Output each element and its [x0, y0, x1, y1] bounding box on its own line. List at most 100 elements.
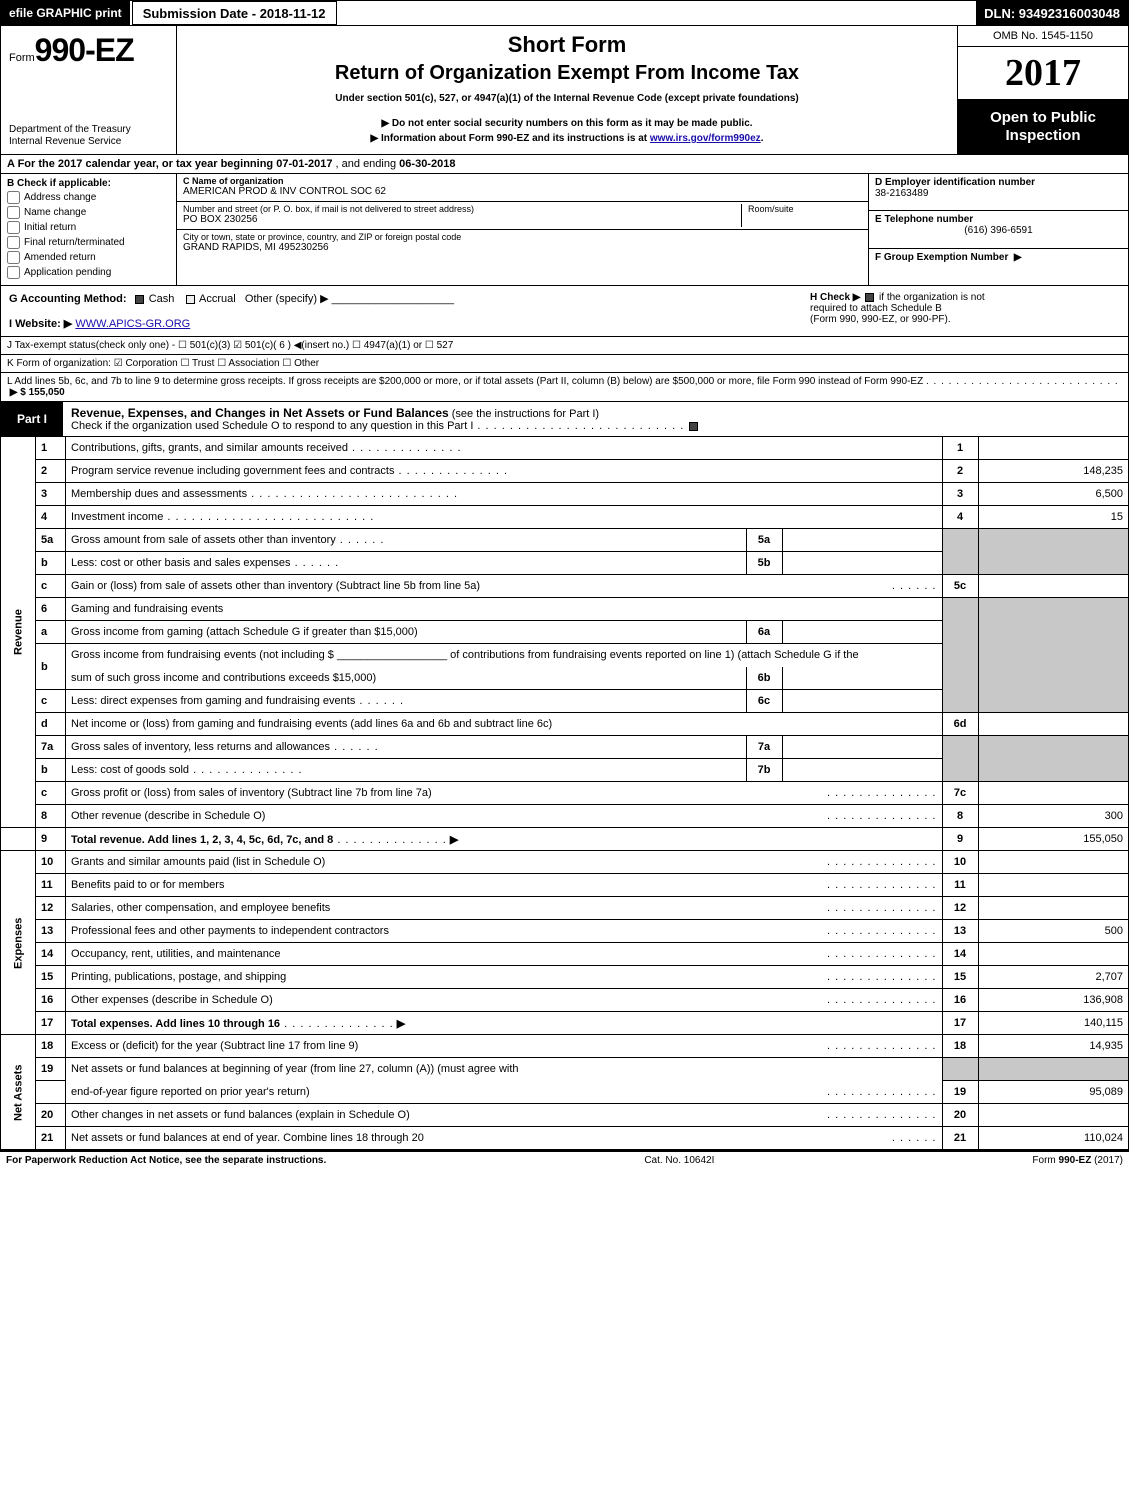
r11-text: Benefits paid to or for members — [71, 879, 224, 891]
part1-title: Revenue, Expenses, and Changes in Net As… — [63, 402, 1128, 436]
r6c-desc: Less: direct expenses from gaming and fu… — [66, 690, 747, 713]
line-k-form-org: K Form of organization: ☑ Corporation ☐ … — [1, 354, 1128, 372]
r8-text: Other revenue (describe in Schedule O) — [71, 810, 265, 822]
part1-table: Revenue 1 Contributions, gifts, grants, … — [1, 436, 1128, 1150]
r13-desc: Professional fees and other payments to … — [66, 920, 943, 943]
omb-number: OMB No. 1545-1150 — [958, 26, 1128, 47]
block-b-checkboxes: B Check if applicable: Address change Na… — [1, 174, 177, 285]
r2-val: 148,235 — [978, 460, 1128, 483]
chk-final-return[interactable]: Final return/terminated — [7, 236, 170, 249]
lineG-accrual: Accrual — [199, 293, 236, 305]
street-label: Number and street (or P. O. box, if mail… — [183, 204, 735, 214]
part1-header: Part I Revenue, Expenses, and Changes in… — [1, 401, 1128, 436]
lineH-tail2: required to attach Schedule B — [810, 303, 942, 314]
r5c-num: c — [36, 575, 66, 598]
line-j-tax-exempt: J Tax-exempt status(check only one) - ☐ … — [1, 336, 1128, 354]
lineL-amount: ▶ $ 155,050 — [10, 387, 65, 398]
r3-num: 3 — [36, 483, 66, 506]
r6d-val — [978, 713, 1128, 736]
chk-accrual[interactable] — [186, 295, 195, 304]
submission-date-chip: Submission Date - 2018-11-12 — [132, 1, 337, 25]
city-cell: City or town, state or province, country… — [177, 230, 868, 258]
r19-ln: 19 — [942, 1081, 978, 1104]
r7c-num: c — [36, 782, 66, 805]
r3-text: Membership dues and assessments — [71, 488, 247, 500]
r15-text: Printing, publications, postage, and shi… — [71, 971, 286, 983]
shade-7ab — [942, 736, 978, 782]
r3-ln: 3 — [942, 483, 978, 506]
instructions-link[interactable]: www.irs.gov/form990ez — [650, 133, 761, 144]
subtitle: Under section 501(c), 527, or 4947(a)(1)… — [187, 93, 947, 104]
r1-text: Contributions, gifts, grants, and simila… — [71, 442, 348, 454]
shade-5ab-v — [978, 529, 1128, 575]
r15-num: 15 — [36, 966, 66, 989]
department-block: Department of the Treasury Internal Reve… — [9, 124, 168, 148]
r6-num: 6 — [36, 598, 66, 621]
r15-desc: Printing, publications, postage, and shi… — [66, 966, 943, 989]
footer-right-bold: 990-EZ — [1059, 1155, 1092, 1166]
r6a-sv — [782, 621, 942, 644]
r9-desc: Total revenue. Add lines 1, 2, 3, 4, 5c,… — [66, 828, 943, 851]
r4-num: 4 — [36, 506, 66, 529]
arrow-line-2: ▶ Information about Form 990-EZ and its … — [187, 131, 947, 146]
r2-num: 2 — [36, 460, 66, 483]
r17-val: 140,115 — [978, 1012, 1128, 1035]
r6b-num: b — [36, 644, 66, 690]
chk-initial-return-label: Initial return — [24, 222, 76, 233]
r5b-text: Less: cost or other basis and sales expe… — [71, 557, 291, 569]
r13-num: 13 — [36, 920, 66, 943]
r12-desc: Salaries, other compensation, and employ… — [66, 897, 943, 920]
group-exemption-label: F Group Exemption Number — [875, 252, 1008, 263]
chk-application-pending[interactable]: Application pending — [7, 266, 170, 279]
r6d-num: d — [36, 713, 66, 736]
r6b-text1: Gross income from fundraising events (no… — [71, 649, 337, 661]
line-a-calendar-year: A For the 2017 calendar year, or tax yea… — [1, 154, 1128, 173]
r21-text: Net assets or fund balances at end of ye… — [71, 1132, 424, 1144]
r7b-num: b — [36, 759, 66, 782]
form-number: Form990-EZ — [9, 32, 168, 69]
r6c-text: Less: direct expenses from gaming and fu… — [71, 695, 355, 707]
lineG-other: Other (specify) ▶ — [245, 293, 329, 305]
r5b-sub: 5b — [746, 552, 782, 575]
r7b-sub: 7b — [746, 759, 782, 782]
form-990ez-page: efile GRAPHIC print Submission Date - 20… — [0, 0, 1129, 1151]
shade-19-v — [978, 1058, 1128, 1081]
org-name-cell: C Name of organization AMERICAN PROD & I… — [177, 174, 868, 202]
part1-title-rest: (see the instructions for Part I) — [449, 408, 599, 420]
shade-5ab — [942, 529, 978, 575]
website-link[interactable]: WWW.APICS-GR.ORG — [75, 318, 190, 330]
r10-desc: Grants and similar amounts paid (list in… — [66, 851, 943, 874]
r5b-desc: Less: cost or other basis and sales expe… — [66, 552, 747, 575]
r5b-num: b — [36, 552, 66, 575]
chk-schedule-o[interactable] — [689, 422, 698, 431]
r7c-text: Gross profit or (loss) from sales of inv… — [71, 787, 432, 799]
chk-amended-return[interactable]: Amended return — [7, 251, 170, 264]
footer-left: For Paperwork Reduction Act Notice, see … — [6, 1155, 326, 1166]
r10-val — [978, 851, 1128, 874]
chk-schedule-b[interactable] — [865, 293, 874, 302]
r15-ln: 15 — [942, 966, 978, 989]
phone-cell: E Telephone number (616) 396-6591 — [869, 211, 1128, 248]
chk-initial-return[interactable]: Initial return — [7, 221, 170, 234]
block-def-right: D Employer identification number 38-2163… — [868, 174, 1128, 285]
r19b-desc: end-of-year figure reported on prior yea… — [66, 1081, 943, 1104]
chk-name-change[interactable]: Name change — [7, 206, 170, 219]
r1-val — [978, 437, 1128, 460]
lineH-text: H Check ▶ — [810, 292, 860, 303]
r7a-num: 7a — [36, 736, 66, 759]
short-form-title: Short Form — [187, 32, 947, 58]
r7c-desc: Gross profit or (loss) from sales of inv… — [66, 782, 943, 805]
lineG-cash: Cash — [149, 293, 175, 305]
lineA-begin: 07-01-2017 — [276, 158, 332, 170]
chk-cash[interactable] — [135, 295, 144, 304]
footer-mid: Cat. No. 10642I — [644, 1155, 714, 1166]
lineA-prefix: A For the 2017 calendar year, or tax yea… — [7, 158, 276, 170]
shade-19 — [942, 1058, 978, 1081]
chk-address-change[interactable]: Address change — [7, 191, 170, 204]
r16-val: 136,908 — [978, 989, 1128, 1012]
phone-label: E Telephone number — [875, 214, 973, 225]
r21-ln: 21 — [942, 1127, 978, 1150]
r10-text: Grants and similar amounts paid (list in… — [71, 856, 325, 868]
shade-6-v — [978, 598, 1128, 713]
ein-value: 38-2163489 — [875, 188, 928, 199]
